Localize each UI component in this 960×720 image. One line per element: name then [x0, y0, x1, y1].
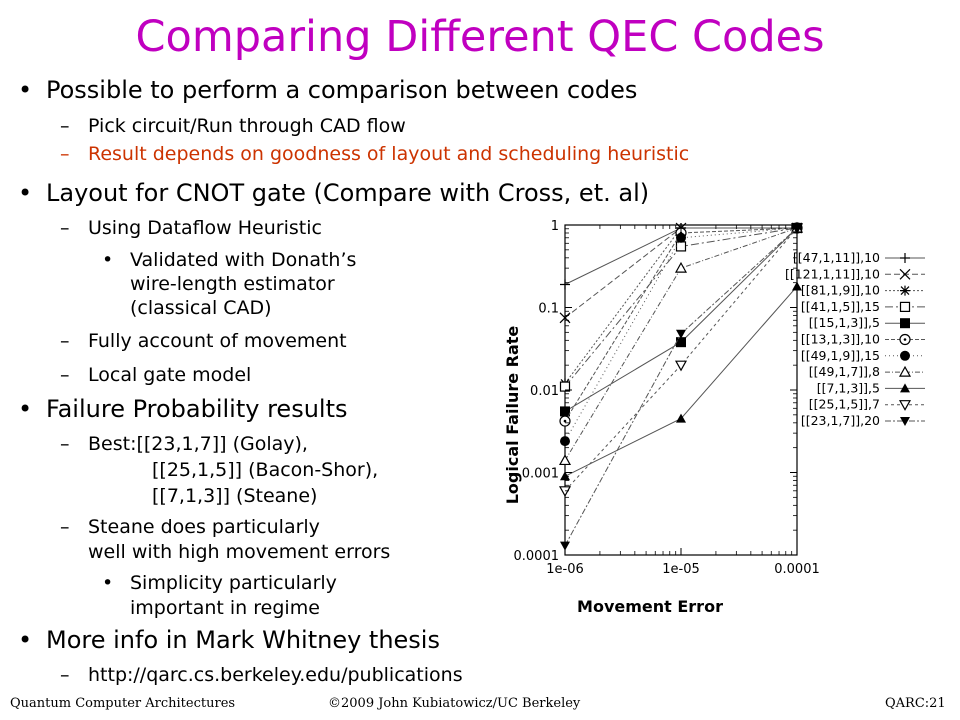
series-line-11	[564, 227, 798, 546]
legend-marker	[900, 417, 910, 426]
data-point-2-1	[559, 312, 571, 324]
legend-label: [[7,1,3]],5	[817, 380, 880, 395]
data-point-9-1	[560, 471, 570, 481]
legend-label: [[41,1,5]],15	[801, 299, 880, 314]
bullet-more-info: More info in Mark Whitney thesis	[18, 626, 440, 654]
data-point-1-1	[560, 279, 570, 290]
y-tick-label: 0.0001	[514, 549, 560, 564]
sub-bullet-dataflow: Using Dataflow Heuristic	[60, 217, 322, 239]
data-point-4-2	[675, 241, 687, 252]
sub-sub-bullet-donath: Validated with Donath’s	[102, 249, 356, 271]
data-point-7-2	[676, 232, 686, 243]
data-point-5-1	[560, 406, 570, 417]
footer-course: Quantum Computer Architectures	[10, 696, 236, 711]
legend-marker	[898, 365, 912, 377]
series-line-6	[564, 227, 798, 422]
x-tick-label: 1e-06	[546, 562, 584, 577]
legend-label: [[15,1,3]],5	[809, 315, 880, 330]
bullet-list: Possible to perform a comparison between…	[0, 0, 960, 700]
data-point-11-2	[676, 329, 686, 339]
slide-title: Comparing Different QEC Codes	[135, 12, 825, 62]
sub-bullet-best: Best:[[23,1,7]] (Golay),	[60, 433, 308, 455]
data-point-5-2	[676, 337, 686, 348]
legend-label: [[49,1,9]],15	[801, 348, 880, 363]
sub-sub-bullet-donath-line2: wire-length estimator	[130, 273, 335, 295]
legend-marker	[900, 285, 910, 296]
x-axis-label: Movement Error	[577, 597, 723, 616]
y-tick-label: 0.1	[538, 302, 559, 317]
y-axis-label: Logical Failure Rate	[503, 326, 522, 505]
data-point-8-1	[558, 454, 572, 466]
legend-marker	[900, 383, 910, 393]
footer-copyright: ©2009 John Kubiatowicz/UC Berkeley	[328, 696, 581, 711]
sub-bullet-steane-line2: well with high movement errors	[88, 541, 391, 563]
data-point-10-1	[558, 486, 572, 498]
sub-bullet-movement: Fully account of movement	[60, 330, 347, 352]
data-point-8-2	[674, 261, 688, 273]
sub-bullet-best-line3: [[7,1,3]] (Steane)	[152, 485, 318, 507]
legend-label: [[23,1,7]],20	[801, 413, 880, 428]
data-point-6-1	[559, 415, 571, 427]
legend-marker	[899, 301, 911, 313]
data-point-7-1	[560, 436, 570, 447]
footer-page-number: QARC:21	[885, 696, 946, 711]
legend-marker	[900, 350, 910, 361]
sub-bullet-cad-flow: Pick circuit/Run through CAD flow	[60, 115, 406, 137]
bullet-comparison: Possible to perform a comparison between…	[18, 76, 637, 104]
sub-bullet-local-gate: Local gate model	[60, 364, 251, 386]
data-point-9-3	[792, 281, 802, 291]
plot-frame	[564, 224, 798, 556]
data-point-11-1	[560, 541, 570, 551]
legend-label: [[13,1,3]],10	[801, 332, 880, 347]
y-tick-label: 1	[551, 219, 559, 234]
data-point-10-2	[674, 360, 688, 372]
bullet-layout-cnot: Layout for CNOT gate (Compare with Cross…	[18, 179, 649, 207]
sub-bullet-url[interactable]: http://qarc.cs.berkeley.edu/publications	[60, 664, 463, 686]
legend-label: [[25,1,5]],7	[809, 397, 880, 412]
legend-label: [[49,1,7]],8	[809, 364, 880, 379]
sub-bullet-best-line2: [[25,1,5]] (Bacon-Shor),	[152, 459, 379, 481]
data-point-4-1	[559, 381, 571, 392]
legend-marker	[899, 268, 911, 280]
sub-bullet-heuristic: Result depends on goodness of layout and…	[60, 143, 689, 165]
x-tick-label: 1e-05	[662, 562, 700, 577]
legend-label: [[81,1,9]],10	[801, 283, 880, 298]
sub-sub-bullet-donath-line3: (classical CAD)	[130, 297, 272, 319]
sub-sub-bullet-simplicity-line2: important in regime	[130, 597, 320, 619]
x-tick-label: 0.0001	[774, 562, 820, 577]
y-tick-label: 0.001	[522, 467, 559, 482]
legend-marker	[899, 333, 911, 346]
legend-marker	[898, 400, 912, 411]
legend-label: [[47,1,11]],10	[793, 250, 880, 265]
sub-sub-bullet-simplicity: Simplicity particularly	[102, 572, 337, 594]
y-tick-label: 0.01	[530, 384, 559, 399]
sub-bullet-steane: Steane does particularly	[60, 516, 320, 538]
series-line-5	[564, 227, 798, 412]
legend-label: [[121,1,11]],10	[785, 266, 880, 281]
data-point-9-2	[676, 413, 686, 423]
bullet-failure-probability: Failure Probability results	[18, 395, 347, 423]
legend-marker	[900, 253, 910, 263]
legend-marker	[900, 318, 910, 329]
series-line-9	[564, 286, 798, 477]
